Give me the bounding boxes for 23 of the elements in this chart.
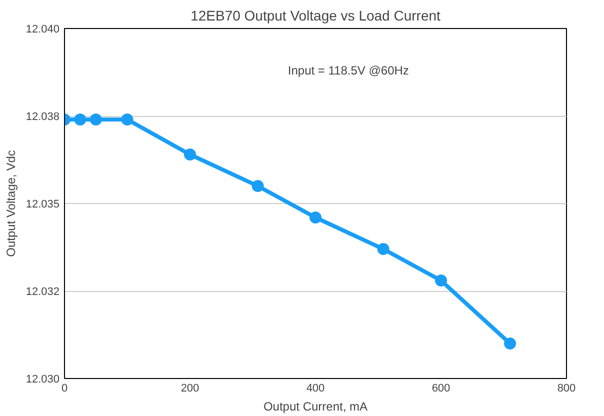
x-tick-label: 200 (180, 382, 200, 394)
y-tick-label: 12.030 (26, 374, 60, 386)
y-tick-label: 12.035 (26, 198, 60, 210)
x-axis-title: Output Current, mA (263, 400, 368, 414)
point (377, 243, 390, 255)
y-tick-label: 12.040 (26, 24, 60, 36)
x-tick-label: 0 (61, 382, 68, 394)
point (121, 114, 134, 126)
annotation: Input = 118.5V @60Hz (288, 64, 409, 78)
point (74, 114, 86, 126)
point (435, 274, 447, 286)
chart-title: 12EB70 Output Voltage vs Load Current (190, 8, 441, 24)
point (184, 148, 196, 160)
y-axis-title: Output Voltage, Vdc (4, 150, 18, 257)
point (310, 212, 322, 224)
y-tick-label: 12.032 (26, 286, 60, 298)
y-tick-label: 12.038 (26, 111, 60, 123)
point (252, 180, 264, 192)
x-tick-label: 800 (557, 382, 576, 394)
x-tick-label: 600 (432, 382, 450, 394)
point (90, 114, 102, 126)
point (504, 338, 516, 350)
x-tick-label: 400 (306, 382, 325, 394)
